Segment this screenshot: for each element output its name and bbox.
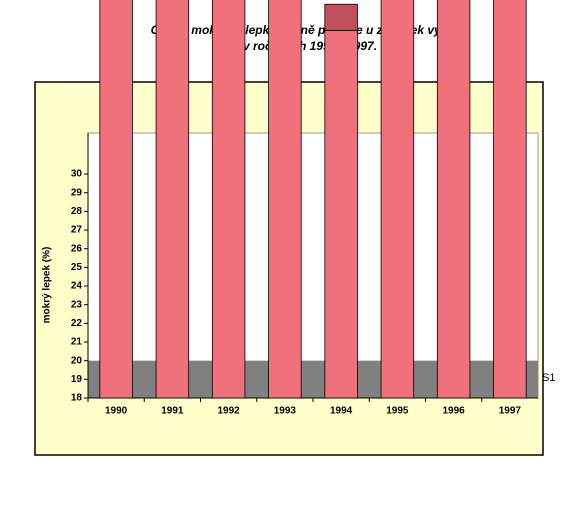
bar-segment (324, 3, 358, 31)
x-tick-label: 1991 (161, 406, 184, 417)
x-tick-label: 1993 (274, 406, 297, 417)
y-tick-label: 28 (71, 206, 83, 217)
x-tick-label: 1990 (105, 406, 128, 417)
bar-segment (268, 0, 302, 399)
x-tick-label: 1992 (218, 406, 241, 417)
x-tick-label: 1997 (499, 406, 522, 417)
x-tick-label: 1996 (443, 406, 466, 417)
chart-title: Obsah mokrého lepku v zrně pšenice u zko… (151, 23, 470, 37)
bar-segment (493, 0, 527, 399)
band-label: S1 (542, 372, 555, 384)
y-tick-label: 20 (71, 355, 83, 366)
y-axis-label: mokrý lepek (%) (42, 247, 53, 324)
bar-segment (211, 0, 246, 399)
y-tick-label: 18 (71, 393, 83, 404)
y-tick-label: 25 (71, 262, 83, 273)
y-tick-label: 19 (71, 374, 83, 385)
x-tick-label: 1995 (386, 406, 409, 417)
y-tick-label: 23 (71, 299, 83, 310)
y-tick-label: 24 (71, 281, 83, 292)
bar-segment (324, 29, 358, 399)
y-tick-label: 21 (71, 337, 83, 348)
band (88, 360, 538, 398)
y-tick-label: 22 (71, 318, 83, 329)
y-tick-label: 30 (71, 169, 83, 180)
bar-segment (99, 0, 133, 399)
y-tick-label: 26 (71, 243, 83, 254)
y-tick-label: 27 (71, 225, 83, 236)
bar-segment (155, 0, 190, 399)
bar-segment (380, 0, 415, 399)
plot-area (87, 132, 539, 399)
y-tick-label: 29 (71, 187, 83, 198)
x-tick-label: 1994 (330, 406, 353, 417)
bar-segment (436, 0, 471, 399)
